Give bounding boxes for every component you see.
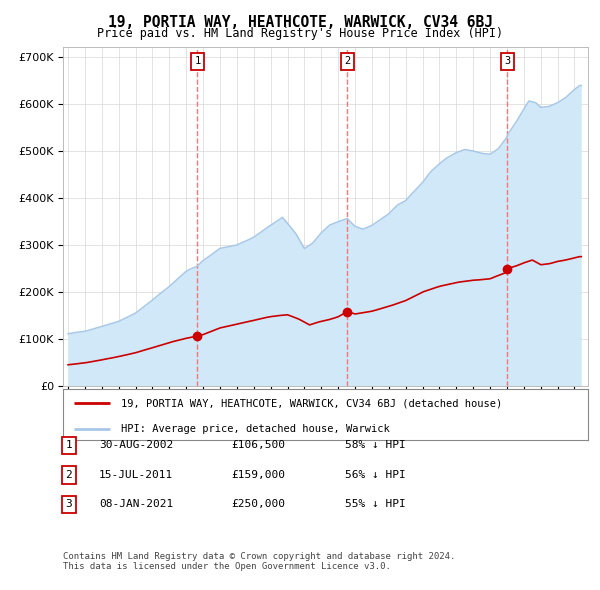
Text: 58% ↓ HPI: 58% ↓ HPI <box>345 441 406 450</box>
Text: 2: 2 <box>344 56 350 66</box>
Text: Price paid vs. HM Land Registry's House Price Index (HPI): Price paid vs. HM Land Registry's House … <box>97 27 503 40</box>
Text: 15-JUL-2011: 15-JUL-2011 <box>99 470 173 480</box>
Text: 30-AUG-2002: 30-AUG-2002 <box>99 441 173 450</box>
Text: 1: 1 <box>65 441 73 450</box>
Text: HPI: Average price, detached house, Warwick: HPI: Average price, detached house, Warw… <box>121 424 389 434</box>
Text: 3: 3 <box>505 56 511 66</box>
Text: 19, PORTIA WAY, HEATHCOTE, WARWICK, CV34 6BJ: 19, PORTIA WAY, HEATHCOTE, WARWICK, CV34… <box>107 15 493 30</box>
Text: 1: 1 <box>194 56 200 66</box>
Text: 56% ↓ HPI: 56% ↓ HPI <box>345 470 406 480</box>
Text: Contains HM Land Registry data © Crown copyright and database right 2024.
This d: Contains HM Land Registry data © Crown c… <box>63 552 455 571</box>
Text: £250,000: £250,000 <box>231 500 285 509</box>
Text: 08-JAN-2021: 08-JAN-2021 <box>99 500 173 509</box>
Text: 3: 3 <box>65 500 73 509</box>
Text: 2: 2 <box>65 470 73 480</box>
Text: 55% ↓ HPI: 55% ↓ HPI <box>345 500 406 509</box>
Text: £106,500: £106,500 <box>231 441 285 450</box>
Text: 19, PORTIA WAY, HEATHCOTE, WARWICK, CV34 6BJ (detached house): 19, PORTIA WAY, HEATHCOTE, WARWICK, CV34… <box>121 398 502 408</box>
Text: £159,000: £159,000 <box>231 470 285 480</box>
